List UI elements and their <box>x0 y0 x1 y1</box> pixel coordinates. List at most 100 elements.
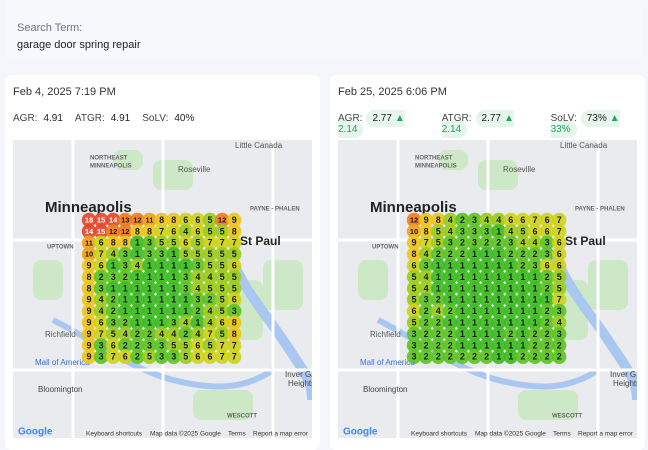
rank-label: 5 <box>520 226 525 236</box>
metric-value: 2.77 <box>372 113 392 124</box>
rank-dot <box>527 235 543 250</box>
search-term: garage door spring repair <box>17 39 141 51</box>
rank-label: 6 <box>557 260 562 270</box>
metric-label: ATGR: <box>441 113 472 124</box>
rank-dot <box>527 349 543 364</box>
rank-dot <box>479 269 494 285</box>
rank-label: 1 <box>135 317 140 327</box>
map-label: WESCOTT <box>227 414 257 420</box>
rank-label: 5 <box>411 283 416 293</box>
rank-label: 2 <box>424 352 429 362</box>
park <box>113 150 143 170</box>
rank-label: 2 <box>448 329 453 339</box>
map-label: Google <box>343 427 378 438</box>
rank-dot <box>418 338 434 353</box>
rank-dot <box>467 326 482 342</box>
rank-dot <box>431 349 446 364</box>
rank-dot <box>130 349 145 364</box>
rank-dot <box>479 224 494 239</box>
metrics-row: AGR: 2.77 ▲ 2.14 ATGR: 2.77 ▲ 2.14 SoLV: 73% ▲ 3… <box>338 110 645 138</box>
rank-dot <box>431 258 446 273</box>
rank-label: 3 <box>99 352 104 362</box>
rank-dot <box>539 281 555 296</box>
rank-label: 8 <box>424 226 429 236</box>
rank-dot <box>166 247 181 262</box>
rank-dot <box>154 224 169 239</box>
map-footer: Keyboard shortcuts <box>411 431 468 438</box>
rank-label: 1 <box>520 317 525 327</box>
metric-value: 73% <box>586 113 607 124</box>
rank-label: 2 <box>123 317 128 327</box>
rank-label: 1 <box>135 295 140 305</box>
rank-label: 2 <box>207 295 212 305</box>
rank-dot <box>227 292 242 307</box>
rank-label: 7 <box>220 352 225 362</box>
rank-dot <box>214 326 230 342</box>
rank-dot <box>431 326 446 342</box>
rank-dot <box>202 315 218 330</box>
rank-label: 3 <box>123 260 128 270</box>
rank-dot <box>527 315 543 330</box>
rank-label: 5 <box>436 226 441 236</box>
rank-dot <box>515 338 531 353</box>
rank-dot <box>431 281 446 296</box>
rank-label: 2 <box>557 340 562 350</box>
rank-dot <box>418 235 434 250</box>
rank-label: 1 <box>171 272 176 282</box>
rank-label: 10 <box>85 250 93 259</box>
park <box>358 260 388 300</box>
rank-dot <box>539 315 555 330</box>
rank-label: 3 <box>171 317 176 327</box>
rank-label: 1 <box>159 306 164 316</box>
rank-label: 6 <box>99 238 104 248</box>
rank-label: 1 <box>159 260 164 270</box>
rank-dot <box>106 281 121 296</box>
rank-dot <box>130 247 145 262</box>
rank-dot <box>93 247 109 262</box>
rank-label: 2 <box>436 340 441 350</box>
rank-label: 7 <box>557 215 562 225</box>
rank-label: 8 <box>411 249 416 259</box>
rank-label: 1 <box>472 317 477 327</box>
rank-dot <box>202 349 218 364</box>
report-panel: Feb 25, 2025 6:06 PM AGR: 2.77 ▲ 2.14 ATGR: 2… <box>330 75 645 450</box>
rank-label: 1 <box>532 295 537 305</box>
rank-dot <box>202 224 218 239</box>
rank-dot <box>118 258 133 273</box>
rank-label: 5 <box>147 352 152 362</box>
rank-label: 3 <box>171 352 176 362</box>
rank-label: 2 <box>147 329 152 339</box>
rank-label: 2 <box>545 340 550 350</box>
rank-label: 1 <box>183 260 188 270</box>
rank-label: 6 <box>545 226 550 236</box>
rank-label: 6 <box>545 215 550 225</box>
rank-dot <box>93 269 109 285</box>
rank-dot <box>142 258 157 273</box>
rank-dot <box>106 292 121 307</box>
rank-label: 1 <box>484 260 489 270</box>
rank-dot <box>479 315 494 330</box>
rank-label: 2 <box>460 249 465 259</box>
metric-label: AGR: <box>13 113 38 124</box>
rank-label: 5 <box>195 249 200 259</box>
rank-label: 5 <box>220 283 225 293</box>
rank-label: 1 <box>496 283 501 293</box>
rank-dot <box>202 247 218 262</box>
rank-dot <box>214 247 230 262</box>
rank-label: 9 <box>86 352 91 362</box>
rank-dot <box>81 304 97 319</box>
rank-label: 3 <box>147 249 152 259</box>
rank-label: 7 <box>207 329 212 339</box>
rank-dot <box>527 269 543 285</box>
park <box>263 260 303 310</box>
rank-dot <box>227 315 242 330</box>
rank-label: 6 <box>532 226 537 236</box>
rank-dot <box>418 315 434 330</box>
rank-label: 1 <box>496 295 501 305</box>
rank-label: 5 <box>159 238 164 248</box>
search-card: Search Term: garage door spring repair <box>5 0 641 60</box>
rank-dot <box>190 338 206 353</box>
rank-label: 1 <box>460 306 465 316</box>
rank-label: 4 <box>508 226 513 236</box>
